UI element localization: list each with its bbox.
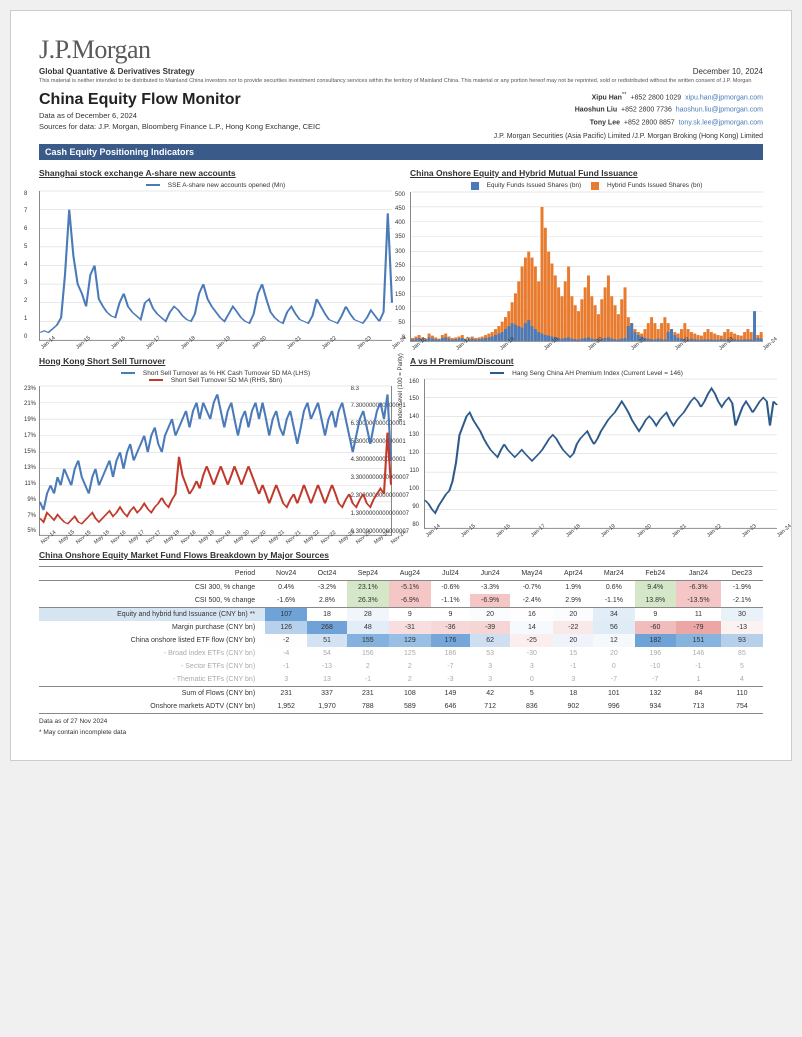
chart-title: A vs H Premium/Discount (410, 356, 763, 366)
flows-table: PeriodNov24Oct24Sep24Aug24Jul24Jun24May2… (39, 566, 763, 714)
chart-ah-premium: A vs H Premium/Discount Hang Seng China … (410, 356, 763, 536)
chart-legend: Equity Funds Issued Shares (bn) (487, 182, 582, 189)
page: J.P.Morgan Global Quantative & Derivativ… (10, 10, 792, 761)
table-title: China Onshore Equity Market Fund Flows B… (39, 550, 763, 560)
chart-legend: SSE A-share new accounts opened (Mn) (168, 182, 285, 189)
chart-title: Shanghai stock exchange A-share new acco… (39, 168, 392, 178)
logo: J.P.Morgan (39, 35, 763, 65)
chart-title: Hong Kong Short Sell Turnover (39, 356, 392, 366)
y-axis-label: Index Level (100 = Parity) (398, 353, 404, 422)
chart-sse-accounts: Shanghai stock exchange A-share new acco… (39, 168, 392, 342)
chart-hk-shortsell: Hong Kong Short Sell Turnover Short Sell… (39, 356, 392, 536)
contacts-block: Xipu Han** +852 2800 1029 xipu.han@jpmor… (575, 91, 763, 129)
chart-legend: Hybrid Funds Issued Shares (bn) (607, 182, 702, 189)
entity-line: J.P. Morgan Securities (Asia Pacific) Li… (39, 133, 763, 140)
chart-legend: Short Sell Turnover 5D MA (RHS, $bn) (171, 377, 282, 384)
chart-legend: Hang Seng China AH Premium Index (Curren… (512, 370, 683, 377)
strategy-line: Global Quantative & Derivatives Strategy (39, 67, 195, 76)
footnote: Data as of 27 Nov 2024 (39, 718, 763, 725)
chart-title: China Onshore Equity and Hybrid Mutual F… (410, 168, 763, 178)
chart-fund-issuance: China Onshore Equity and Hybrid Mutual F… (410, 168, 763, 342)
data-asof: Data as of December 6, 2024 (39, 111, 321, 120)
section-bar: Cash Equity Positioning Indicators (39, 144, 763, 160)
chart-legend: Short Sell Turnover as % HK Cash Turnove… (143, 370, 310, 377)
data-sources: Sources for data: J.P. Morgan, Bloomberg… (39, 122, 321, 131)
report-title: China Equity Flow Monitor (39, 91, 321, 109)
disclaimer-text: This material is neither intended to be … (39, 78, 763, 85)
publication-date: December 10, 2024 (693, 67, 763, 76)
footnote: * May contain incomplete data (39, 729, 763, 736)
